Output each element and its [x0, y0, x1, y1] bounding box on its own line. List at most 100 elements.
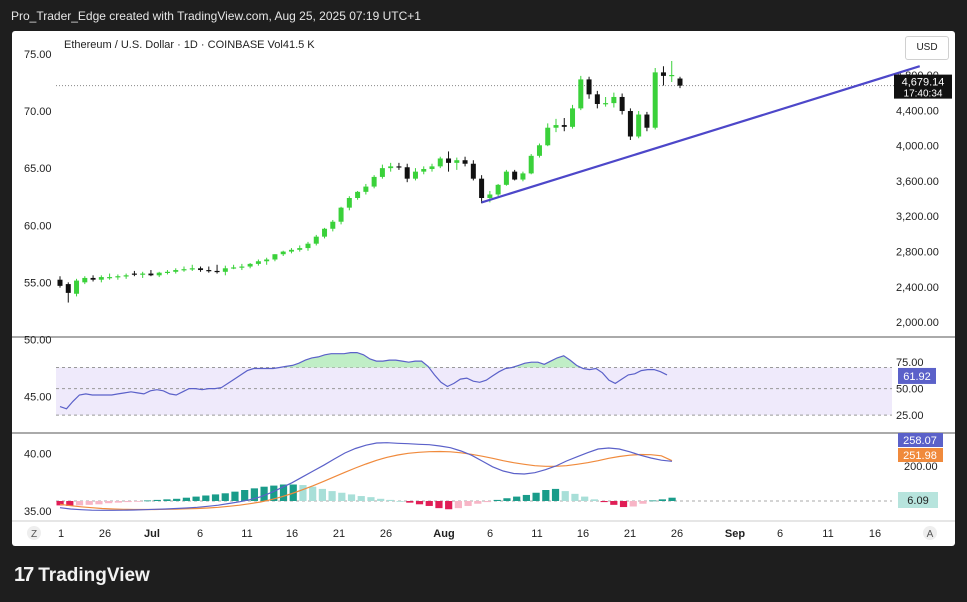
macd-hist-bar [231, 491, 239, 501]
macd-hist-bar [357, 496, 365, 501]
macd-hist-bar [513, 496, 521, 501]
macd-line [59, 442, 673, 511]
candle-body [479, 178, 485, 198]
candle-body [603, 103, 609, 105]
candle-body [222, 268, 228, 272]
candle-body [660, 72, 666, 76]
price-axis-tick: 4,400.00 [896, 105, 939, 117]
candle-body [487, 194, 493, 198]
macd-hist-bar [445, 501, 453, 510]
macd-hist-bar [221, 493, 229, 501]
macd-hist-bar [347, 494, 356, 501]
timezone-icon [27, 526, 41, 540]
macd-hist-bar [56, 501, 64, 506]
candle-body [313, 236, 319, 244]
macd-hist-bar [66, 501, 74, 506]
macd-hist-bar [270, 485, 278, 501]
candle-body [123, 275, 129, 277]
left-axis-tick: 60.00 [24, 220, 52, 232]
candle-body [594, 94, 600, 104]
time-axis-label: 6 [777, 528, 783, 540]
macd-hist-bar [328, 491, 336, 501]
price-axis-tick: 3,600.00 [896, 176, 939, 188]
price-axis-tick: 3,200.00 [896, 211, 939, 223]
candle-body [495, 184, 501, 195]
price-label-countdown: 17:40:34 [904, 89, 943, 100]
macd-hist-bar [85, 501, 93, 505]
chart-credit-header: Pro_Trader_Edge created with TradingView… [11, 9, 421, 23]
candle-body [437, 158, 443, 167]
time-axis-label: 1 [58, 528, 64, 540]
candle-body [355, 191, 361, 198]
macd-hist-bar [260, 486, 268, 501]
time-axis-label: 11 [531, 528, 542, 540]
rsi-axis-tick: 75.00 [896, 357, 924, 369]
macd-hist-bar [571, 493, 579, 501]
macd-hist-bar [124, 501, 132, 503]
time-axis-label: 26 [671, 528, 683, 540]
left-axis-tick: 40.00 [24, 449, 52, 461]
macd-hist-bar [211, 494, 220, 501]
price-axis-tick: 2,400.00 [896, 282, 939, 294]
candle-body [429, 166, 435, 170]
symbol-legend: Ethereum / U.S. Dollar · 1D · COINBASE V… [64, 39, 315, 51]
candle-body [338, 207, 344, 222]
candle-body [115, 276, 121, 278]
candle-body [156, 272, 162, 276]
macd-hist-bar [619, 501, 628, 508]
macd-hist-bar [95, 501, 103, 505]
auto-scale-icon-label: A [927, 529, 934, 540]
macd-hist-bar [561, 491, 569, 501]
macd-hist-bar [192, 496, 200, 501]
macd-hist-bar [299, 485, 307, 501]
candle-body [470, 163, 476, 179]
left-axis-tick: 35.00 [24, 506, 52, 518]
macd-hist-bar [658, 499, 666, 501]
chart-panel[interactable]: 75.00 70.00 65.00 60.00 55.00 50.00 45.00 40.00… [12, 31, 955, 546]
macd-hist-bar [668, 497, 676, 501]
candle-body [363, 186, 369, 192]
macd-hist-bar [600, 501, 608, 503]
macd-hist-bar [551, 488, 560, 501]
price-axis-tick: 4,000.00 [896, 141, 939, 153]
candle-body [181, 269, 187, 271]
macd-hist-bar [250, 488, 258, 501]
chart-svg[interactable]: 75.00 70.00 65.00 60.00 55.00 50.00 45.00 40.00… [12, 31, 955, 546]
macd-hist-bar [163, 499, 171, 501]
candle-body [371, 176, 377, 187]
time-axis-label: 26 [99, 528, 111, 540]
candle-body [297, 248, 303, 250]
currency-button[interactable]: USD [905, 36, 949, 60]
candle-body [322, 228, 328, 237]
candle-body [669, 75, 675, 77]
macd-hist-bar [542, 490, 550, 501]
candle-body [131, 273, 137, 275]
candle-body [57, 279, 63, 286]
macd-label-value: 258.07 [903, 435, 937, 447]
signal-label-box [898, 448, 943, 462]
candle-body [404, 167, 410, 179]
candle-body [247, 263, 253, 267]
auto-scale-icon [923, 526, 937, 540]
macd-hist-bar [649, 500, 657, 502]
macd-hist-bar [105, 501, 113, 504]
rsi-overbought-fill [60, 352, 667, 368]
macd-hist-bar [75, 501, 84, 506]
candle-body [214, 270, 220, 273]
candle-body [677, 78, 683, 86]
macd-hist-bar [386, 499, 394, 501]
time-axis-label: 16 [577, 528, 589, 540]
time-axis-label: 11 [241, 528, 252, 540]
candle-body [636, 114, 642, 137]
candle-body [570, 108, 576, 127]
candle-body [388, 166, 394, 169]
candle-body [520, 173, 526, 180]
candle-body [454, 160, 460, 163]
support-trendline [481, 65, 921, 204]
tradingview-logo: 17 TradingView [14, 564, 150, 587]
signal-label-value: 251.98 [903, 450, 937, 462]
candle-body [611, 96, 617, 104]
left-axis-tick: 45.00 [24, 392, 52, 404]
macd-hist-bar [406, 501, 414, 503]
tradingview-logo-icon: 17 [14, 564, 34, 586]
